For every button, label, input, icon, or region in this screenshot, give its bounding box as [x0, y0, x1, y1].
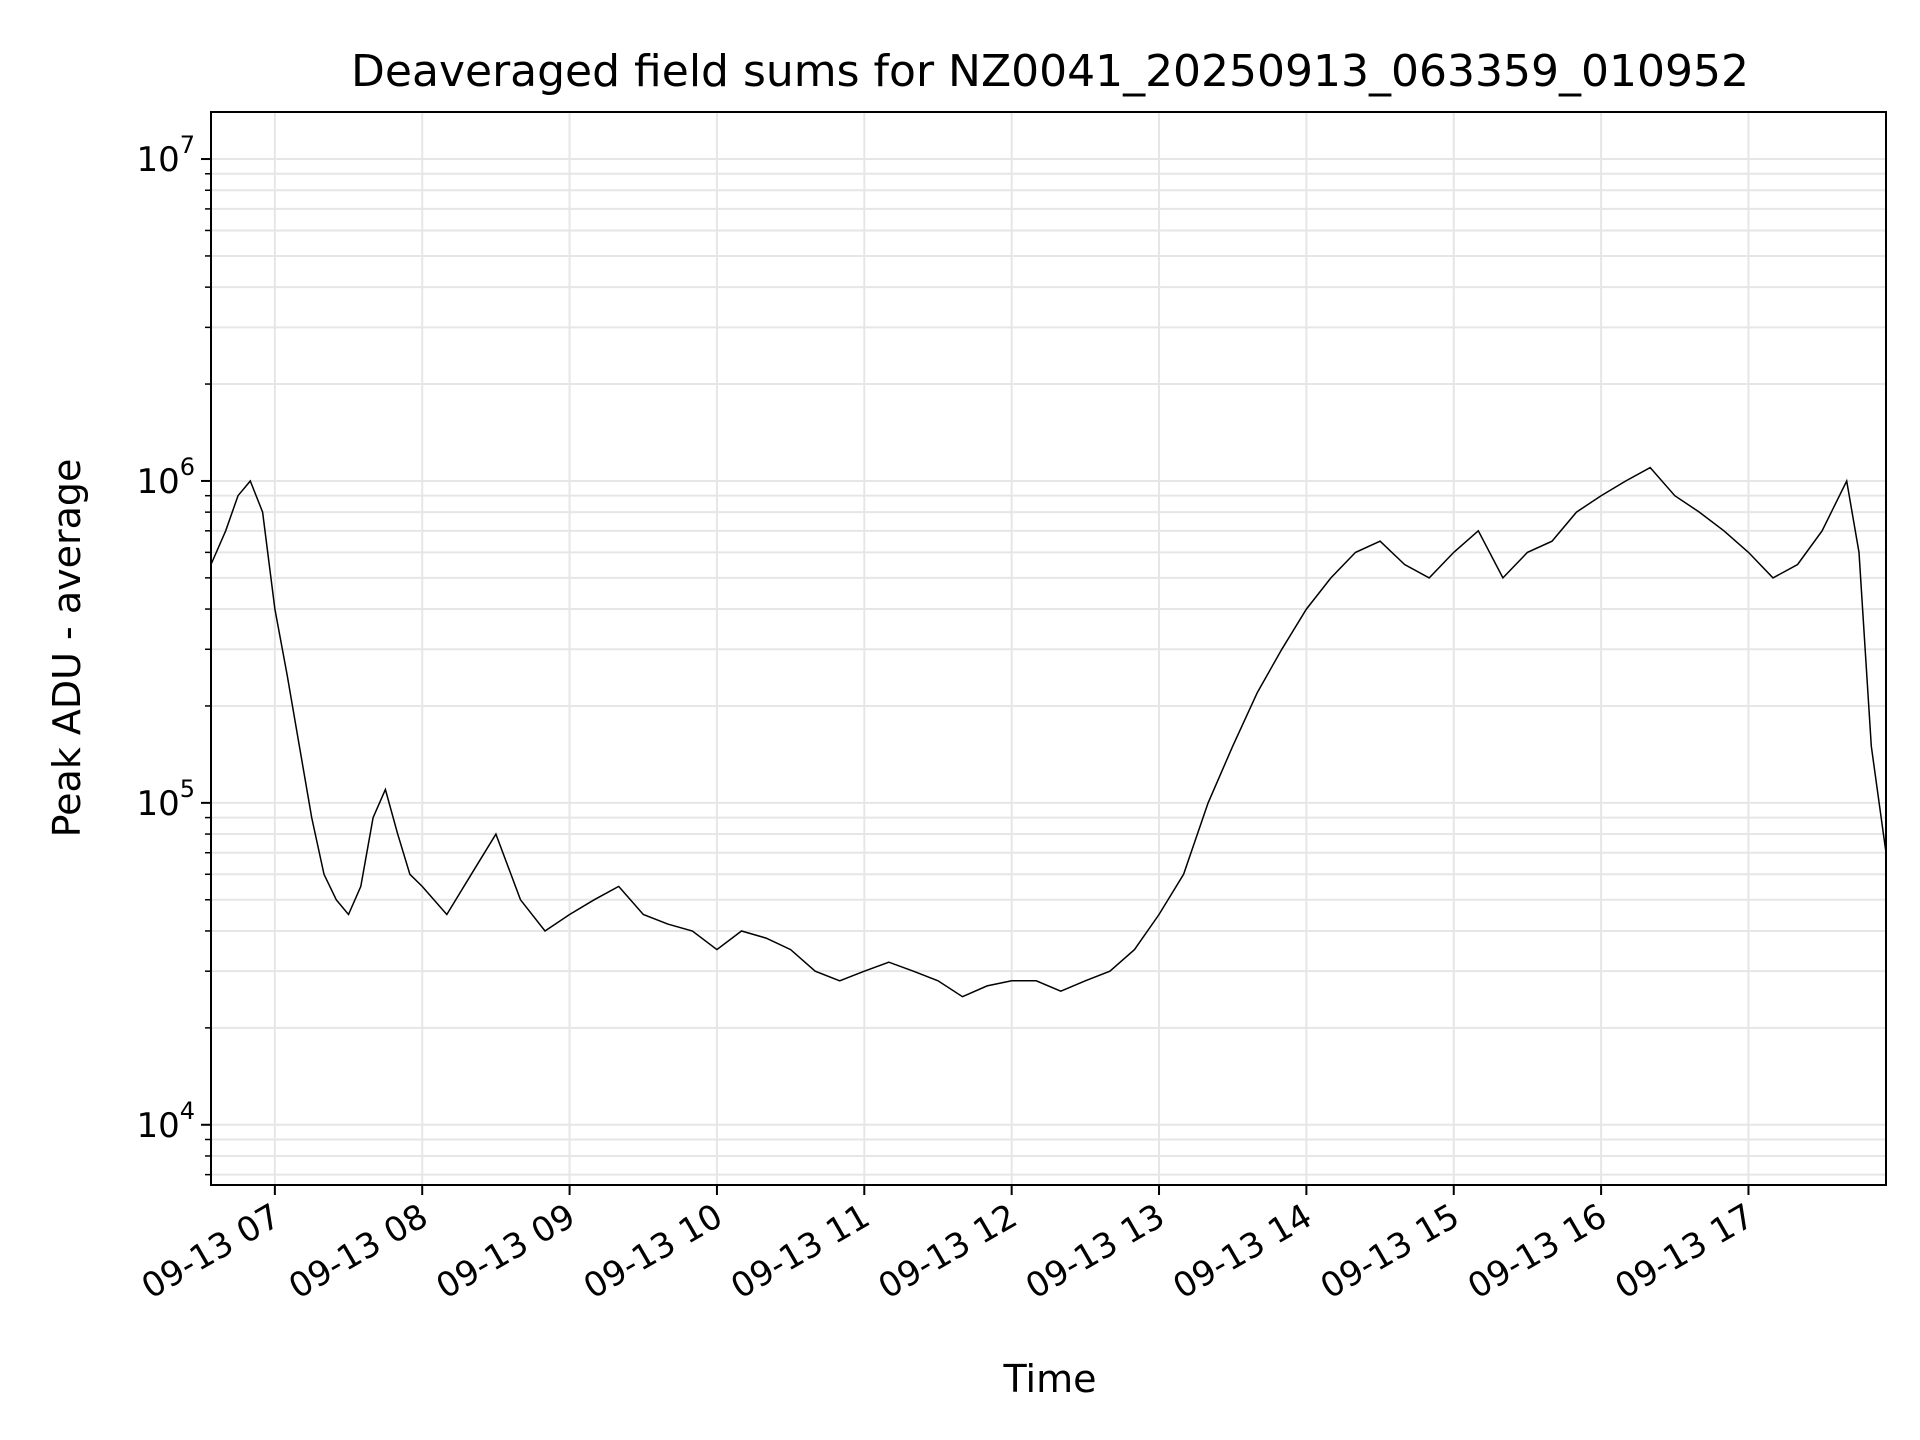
y-tick-label: 105	[136, 775, 195, 824]
tick-marks	[201, 158, 1750, 1195]
y-axis-label: Peak ADU - average	[45, 459, 89, 838]
y-tick-label: 106	[136, 453, 195, 502]
chart-title: Deaveraged field sums for NZ0041_2025091…	[351, 46, 1749, 97]
y-tick-label: 104	[136, 1097, 195, 1146]
plot-frame	[210, 111, 1887, 1186]
series-line	[210, 466, 1887, 998]
plot-area	[210, 466, 1887, 998]
x-axis-label: Time	[1003, 1357, 1097, 1401]
y-tick-label: 107	[136, 131, 195, 180]
grid	[211, 112, 1886, 1185]
y-tick-labels: 104 105 106 107	[136, 131, 195, 1146]
